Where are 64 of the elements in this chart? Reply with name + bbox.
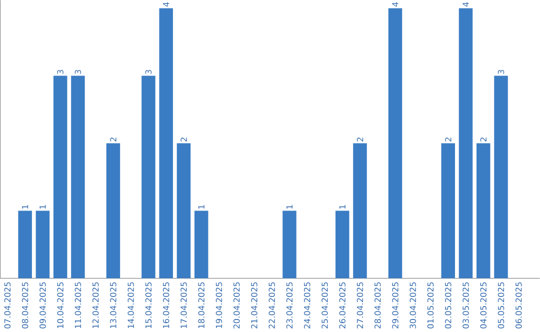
data-label: 2	[445, 138, 452, 142]
x-tick-label: 13.04.2025	[110, 282, 116, 328]
x-tick-label: 06.05.2025	[516, 282, 522, 328]
x-tick-label: 26.04.2025	[339, 282, 346, 328]
x-tick-label: 01.05.2025	[427, 282, 434, 328]
x-tick-label: 25.04.2025	[322, 282, 328, 328]
data-label: 4	[163, 2, 170, 7]
data-label: 4	[392, 2, 398, 7]
data-label: 3	[74, 70, 82, 74]
bar	[458, 8, 473, 278]
x-tick-label: 14.04.2025	[128, 282, 134, 328]
x-tick-label: 08.04.2025	[22, 282, 28, 328]
x-tick-label: 24.04.2025	[304, 282, 310, 328]
x-tick-label: 21.04.2025	[251, 282, 258, 328]
bar	[194, 210, 208, 278]
data-label: 1	[286, 205, 292, 209]
data-label: 3	[145, 70, 152, 74]
x-tick-label: 05.05.2025	[498, 282, 504, 328]
bar	[335, 210, 350, 278]
x-tick-label: 30.04.2025	[410, 282, 416, 328]
bar	[282, 210, 296, 278]
x-tick-label: 16.04.2025	[162, 282, 170, 328]
data-label: 4	[462, 2, 469, 7]
bar	[36, 210, 50, 278]
bar	[176, 143, 191, 278]
x-tick-label: 27.04.2025	[356, 282, 364, 328]
x-tick-label: 20.04.2025	[233, 282, 240, 328]
bar	[441, 143, 456, 278]
x-tick-label: 19.04.2025	[216, 282, 222, 328]
x-tick-label: 22.04.2025	[268, 282, 275, 328]
x-tick-label: 15.04.2025	[145, 282, 152, 328]
x-tick-label: 07.04.2025	[4, 282, 11, 328]
x-tick-label: 18.04.2025	[198, 282, 204, 328]
data-label: 1	[22, 205, 28, 209]
x-tick-label: 29.04.2025	[392, 282, 398, 328]
data-label: 2	[356, 138, 364, 142]
data-label: 2	[180, 138, 187, 142]
x-tick-label: 10.04.2025	[57, 282, 64, 328]
bar	[388, 8, 402, 278]
bar	[71, 76, 85, 278]
bar	[106, 143, 120, 278]
data-label: 2	[110, 138, 116, 142]
data-label: 3	[498, 70, 504, 74]
x-tick-label: 28.04.2025	[374, 282, 381, 328]
x-tick-label: 02.05.2025	[444, 282, 452, 328]
x-tick-label: 09.04.2025	[40, 282, 46, 328]
bar	[353, 143, 367, 278]
x-tick-label: 03.05.2025	[462, 282, 469, 328]
x-tick-label: 11.04.2025	[74, 282, 82, 328]
bar	[494, 76, 508, 278]
bar	[18, 210, 32, 278]
data-label: 3	[57, 70, 64, 74]
x-tick-label: 12.04.2025	[92, 282, 99, 328]
x-tick-label: 04.05.2025	[480, 282, 487, 328]
data-label: 2	[480, 138, 486, 142]
bar	[53, 76, 68, 278]
bar	[159, 8, 173, 278]
x-tick-label: 23.04.2025	[286, 282, 293, 328]
x-tick-label: 17.04.2025	[180, 282, 187, 328]
data-label: 1	[40, 205, 46, 209]
data-label: 1	[339, 205, 346, 209]
bar	[142, 76, 156, 278]
data-label: 1	[198, 205, 204, 209]
bar	[476, 143, 490, 278]
